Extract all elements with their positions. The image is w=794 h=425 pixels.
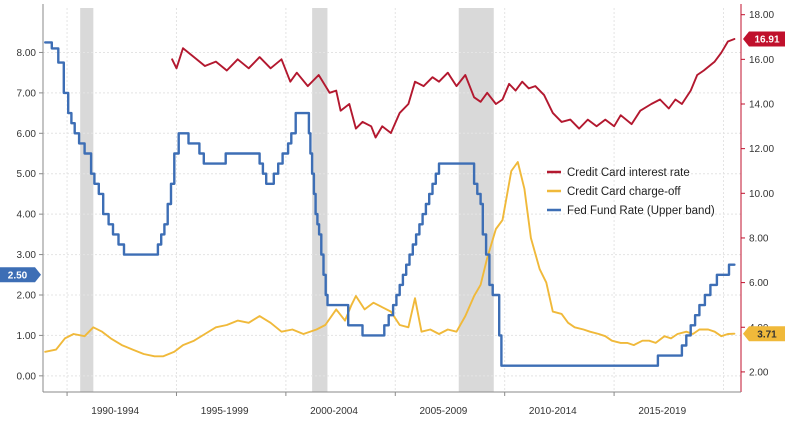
left-tick-label: 8.00	[17, 48, 37, 59]
recession-band	[459, 8, 494, 392]
right-tick-label: 12.00	[749, 144, 774, 155]
legend-label: Fed Fund Rate (Upper band)	[567, 205, 715, 217]
left-tick-label: 4.00	[17, 210, 37, 221]
legend-label: Credit Card charge-off	[567, 186, 681, 198]
left-tick-label: 7.00	[17, 88, 37, 99]
left-tick-label: 0.00	[17, 371, 37, 382]
left-tick-label: 6.00	[17, 129, 37, 140]
left-tick-label: 2.00	[17, 290, 37, 301]
x-tick-label: 1990-1994	[91, 406, 139, 417]
x-tick-label: 2010-2014	[529, 406, 577, 417]
legend-label: Credit Card interest rate	[567, 167, 690, 179]
left-tick-label: 1.00	[17, 331, 37, 342]
x-tick-label: 2000-2004	[310, 406, 358, 417]
x-tick-label: 1995-1999	[201, 406, 249, 417]
value-badge-label: 2.50	[8, 270, 28, 281]
left-tick-label: 3.00	[17, 250, 37, 261]
right-tick-label: 18.00	[749, 10, 774, 21]
x-tick-label: 2015-2019	[638, 406, 686, 417]
x-tick-label: 2005-2009	[420, 406, 468, 417]
right-tick-label: 2.00	[749, 367, 769, 378]
left-tick-label: 5.00	[17, 169, 37, 180]
value-badge-label: 16.91	[754, 35, 779, 46]
right-tick-label: 10.00	[749, 189, 774, 200]
right-tick-label: 14.00	[749, 100, 774, 111]
right-tick-label: 8.00	[749, 233, 769, 244]
right-tick-label: 6.00	[749, 278, 769, 289]
value-badge-label: 3.71	[757, 329, 777, 340]
right-tick-label: 16.00	[749, 55, 774, 66]
